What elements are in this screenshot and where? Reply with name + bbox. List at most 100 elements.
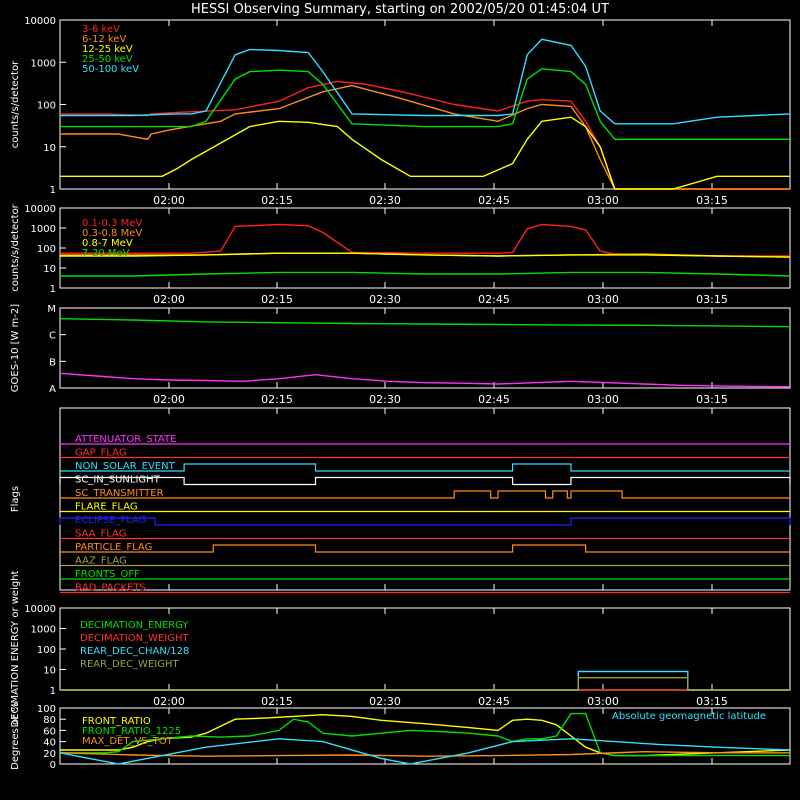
decimation-ytick-label: 10000 <box>24 604 56 615</box>
high_energy-ytick-label: 1 <box>50 284 56 295</box>
low_energy-series-4 <box>60 38 791 125</box>
ratios-ytick-label: 100 <box>37 704 56 715</box>
flag-trace <box>59 517 791 526</box>
flag-label: NON_SOLAR_EVENT <box>75 461 176 472</box>
goes-series-0 <box>59 318 791 328</box>
goes-xtick-label: 03:00 <box>587 393 619 406</box>
decimation-series-3 <box>60 677 790 691</box>
ratios-ytick-label: 20 <box>43 749 56 760</box>
flag-label: AAZ_FLAG <box>75 556 127 567</box>
high_energy-xtick-label: 03:15 <box>696 293 728 306</box>
low_energy-series-3 <box>60 68 790 140</box>
goes-ytick-label: B <box>49 357 56 368</box>
high_energy-series-0 <box>60 223 790 257</box>
goes-xtick-label: 02:30 <box>369 393 401 406</box>
ratios-frame <box>59 707 791 765</box>
ratios-ytick-label: 0 <box>50 760 56 771</box>
flag-label: SAA_FLAG <box>75 529 126 540</box>
low_energy-xtick-label: 02:45 <box>478 194 510 207</box>
ratios-series-3 <box>59 738 791 765</box>
low_energy-series-2 <box>60 116 790 190</box>
high_energy-legend-entry: 7-20 MeV <box>82 248 130 259</box>
flag-trace <box>59 476 791 486</box>
high_energy-series-3 <box>60 271 791 277</box>
flag-label: ECLIPSE_FLAG <box>75 515 146 526</box>
goes-xtick-label: 03:15 <box>696 393 728 406</box>
low_energy-legend-entry: 12-25 keV <box>82 44 133 55</box>
flags-frame <box>59 407 791 591</box>
high_energy-xtick-label: 02:15 <box>261 293 293 306</box>
low_energy-ytick-label: 100 <box>37 101 56 112</box>
decimation-ytick-label: 10 <box>43 666 56 677</box>
ratios-legend-entry: FRONT_RATIO <box>82 716 151 727</box>
low_energy-xtick-label: 03:15 <box>696 194 728 207</box>
flag-label: ATTENUATOR_STATE <box>75 434 176 445</box>
decimation-legend-entry: DECIMATION_WEIGHT <box>80 633 189 644</box>
high_energy-xtick-label: 02:00 <box>153 293 185 306</box>
high_energy-series-2 <box>60 252 791 258</box>
low_energy-panel: 02:00 02:15 02:30 02:45 03:00 03:15 counts/s/d… <box>10 16 791 207</box>
high_energy-xtick-label: 02:30 <box>369 293 401 306</box>
decimation-ylabel: DECIMATION ENERGY or weight <box>10 570 21 727</box>
decimation-legend-entry: REAR_DEC_WEIGHT <box>80 659 179 670</box>
low_energy-ytick-label: 1000 <box>31 58 56 69</box>
decimation-ytick-label: 100 <box>37 645 56 656</box>
ratios-ytick-label: 40 <box>43 738 56 749</box>
ratios-annotation: Absolute geomagnetic latitude <box>612 711 766 722</box>
flag-trace <box>60 544 790 553</box>
high_energy-xtick-label: 02:45 <box>478 293 510 306</box>
ratios-legend-entry: MAX_DET_VS_TOT <box>82 736 174 747</box>
low_energy-legend-entry: 6-12 keV <box>82 34 126 45</box>
high_energy-ytick-label: 10 <box>43 264 56 275</box>
low_energy-ytick-label: 10000 <box>24 16 56 27</box>
ratios-ylabel: Degrees or % <box>10 702 21 770</box>
goes-ytick-label: A <box>49 384 56 395</box>
figure-title: HESSI Observing Summary, starting on 200… <box>191 2 609 17</box>
high_energy-ytick-label: 100 <box>37 244 56 255</box>
decimation-xtick-label: 02:30 <box>369 695 401 708</box>
goes-xtick-label: 02:00 <box>153 393 185 406</box>
low_energy-xtick-label: 02:00 <box>153 194 185 207</box>
high_energy-panel: 02:00 02:15 02:30 02:45 03:00 03:15 counts/s/d… <box>10 203 791 306</box>
ratios-ytick-label: 80 <box>43 715 56 726</box>
decimation-legend-entry: DECIMATION_ENERGY <box>80 620 189 631</box>
flag-label: FLARE_FLAG <box>75 502 138 513</box>
high_energy-xtick-label: 03:00 <box>587 293 619 306</box>
flag-label: PARTICLE_FLAG <box>75 542 152 553</box>
flag-label: FRONTS_OFF <box>75 569 140 580</box>
decimation-legend-entry: REAR_DEC_CHAN/128 <box>80 646 189 657</box>
decimation-xtick-label: 03:00 <box>587 695 619 708</box>
high_energy-ytick-label: 1000 <box>31 224 56 235</box>
low_energy-xtick-label: 02:30 <box>369 194 401 207</box>
high_energy-legend-entry: 0.8-7 MeV <box>82 238 133 249</box>
low_energy-xtick-label: 02:15 <box>261 194 293 207</box>
high_energy-legend-entry: 0.1-0.3 MeV <box>82 218 142 229</box>
flag-trace <box>60 490 790 499</box>
low_energy-ytick-label: 10 <box>43 143 56 154</box>
low_energy-legend-entry: 50-100 keV <box>82 64 139 75</box>
high_energy-legend-entry: 0.3-0.8 MeV <box>82 228 142 239</box>
high_energy-ytick-label: 10000 <box>24 204 56 215</box>
goes-ytick-label: M <box>47 304 56 315</box>
flag-label: SC_TRANSMITTER <box>75 488 164 499</box>
goes-series-1 <box>59 372 791 388</box>
goes-ylabel: GOES-10 [W m-2] <box>10 304 21 392</box>
low_energy-legend-entry: 3-6 keV <box>82 24 120 35</box>
flag-label: GAP_FLAG <box>75 448 127 459</box>
decimation-xtick-label: 02:00 <box>153 695 185 708</box>
flags-ylabel: Flags <box>10 486 21 512</box>
high_energy-ylabel: counts/s/detector <box>10 203 21 291</box>
low_energy-ylabel: counts/s/detector <box>10 60 21 148</box>
low_energy-ytick-label: 1 <box>50 185 56 196</box>
flag-label: SC_IN_SUNLIGHT <box>75 475 161 486</box>
decimation-xtick-label: 03:15 <box>696 695 728 708</box>
low_energy-xtick-label: 03:00 <box>587 194 619 207</box>
decimation-ytick-label: 1000 <box>31 625 56 636</box>
goes-ytick-label: C <box>49 331 56 342</box>
goes-frame <box>59 307 791 389</box>
flags-panel: Flags ATTENUATOR_STATE GAP_FLAG NON_SOLAR_E… <box>10 407 791 594</box>
ratios-series-2 <box>59 750 790 757</box>
